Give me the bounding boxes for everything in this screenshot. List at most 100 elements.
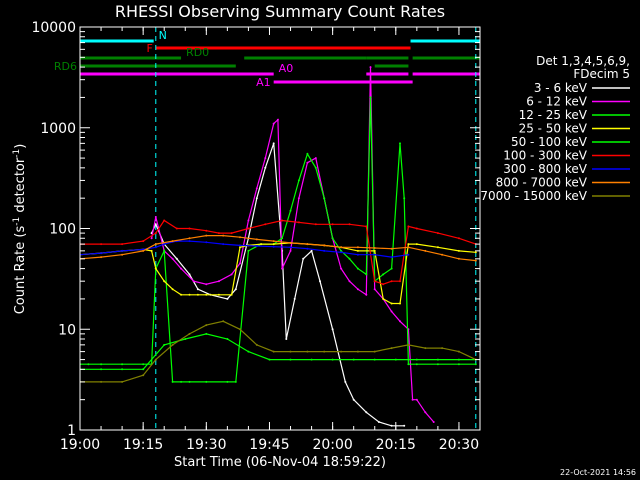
series-point [163, 243, 166, 246]
series-point [474, 363, 477, 366]
series-point [373, 288, 376, 291]
legend-entry-label: 12 - 25 keV [519, 108, 588, 122]
series-point [272, 142, 275, 145]
series-point [272, 245, 275, 248]
y-tick-label: 1000 [40, 121, 76, 137]
series-point [196, 288, 199, 291]
series-point [272, 240, 275, 243]
series-point [205, 283, 208, 286]
series-point [281, 219, 284, 222]
series-point [407, 225, 410, 228]
series-point [457, 358, 460, 361]
y-tick-label: 1 [67, 423, 76, 439]
series-point [264, 166, 267, 169]
series-point [407, 343, 410, 346]
series-point [323, 249, 326, 252]
series-point [310, 358, 313, 361]
series-point [239, 328, 241, 331]
legend-entry-label: 25 - 50 keV [519, 122, 588, 136]
series-point [142, 368, 145, 371]
series-point [180, 380, 183, 383]
series-point [415, 358, 418, 361]
series-point [297, 179, 300, 182]
series-point [390, 310, 393, 313]
series-point [415, 398, 418, 401]
series-point [171, 257, 174, 260]
series-point [205, 380, 208, 383]
series-point [272, 122, 275, 125]
series-point [175, 227, 178, 230]
series-point [217, 280, 220, 283]
y-tick-label: 100 [49, 222, 76, 238]
y-axis: 1 10 100 1000 10000 [31, 20, 480, 439]
flag-bars: NF RD0 RD6 A0 A1 [54, 29, 480, 89]
series-line [80, 219, 476, 285]
series-point [323, 197, 326, 200]
series-point [272, 243, 275, 246]
series-point [306, 152, 309, 155]
series-point [457, 363, 460, 366]
series-point [234, 380, 237, 383]
series-point [281, 237, 284, 240]
series-point [436, 232, 439, 235]
series-point [302, 257, 305, 260]
series-point [222, 243, 225, 246]
series-point [264, 223, 267, 226]
series-point [411, 398, 414, 401]
series-point [369, 66, 372, 69]
series-point [424, 249, 427, 252]
series-point [217, 293, 220, 296]
series-point [297, 221, 300, 224]
series-point [268, 358, 271, 361]
series-point [180, 293, 183, 296]
series-point [230, 273, 233, 276]
series-point [382, 297, 385, 300]
series-point [234, 288, 237, 291]
series-point [293, 297, 296, 300]
series-point [264, 157, 267, 160]
series-point [171, 380, 174, 383]
series-point [289, 249, 292, 252]
series-point [247, 249, 250, 252]
legend-entry-label: 50 - 100 keV [511, 135, 588, 149]
series-point [319, 280, 321, 283]
series-point [407, 363, 410, 366]
series-point [247, 350, 250, 353]
series-point [154, 243, 157, 246]
flag-bar-label: F [146, 42, 152, 55]
series-point [390, 347, 393, 350]
series-line [80, 242, 476, 305]
x-tick-label: 20:15 [376, 437, 416, 453]
series-point [255, 238, 258, 241]
series-point [344, 380, 347, 383]
y-axis-label-part: ) [13, 144, 28, 149]
series-point [340, 267, 343, 270]
series-point [285, 338, 288, 340]
series-point [365, 293, 368, 296]
y-axis-label-part: Count Rate (s [13, 226, 28, 315]
series-point [196, 293, 199, 296]
series-point [314, 223, 317, 226]
series-point [217, 232, 220, 235]
series-point [180, 267, 183, 270]
series-point [222, 234, 225, 237]
series-point [163, 219, 166, 222]
series-point [399, 280, 401, 283]
series-point [340, 350, 343, 353]
series-line [151, 143, 405, 427]
flag-bar-label: RD0 [186, 46, 209, 59]
series-point [247, 227, 250, 230]
x-tick-label: 20:30 [439, 437, 479, 453]
series-point [100, 380, 103, 383]
series-line [80, 235, 476, 262]
series-point [390, 247, 393, 250]
series-point [399, 320, 401, 323]
x-tick-label: 19:15 [123, 437, 163, 453]
series-point [356, 350, 359, 353]
series-point [121, 363, 124, 366]
plot-area: NF RD0 RD6 A0 A1 [54, 26, 481, 431]
series-point [352, 358, 355, 361]
series-point [255, 197, 258, 200]
series-point [394, 358, 397, 361]
series-point [407, 243, 410, 246]
